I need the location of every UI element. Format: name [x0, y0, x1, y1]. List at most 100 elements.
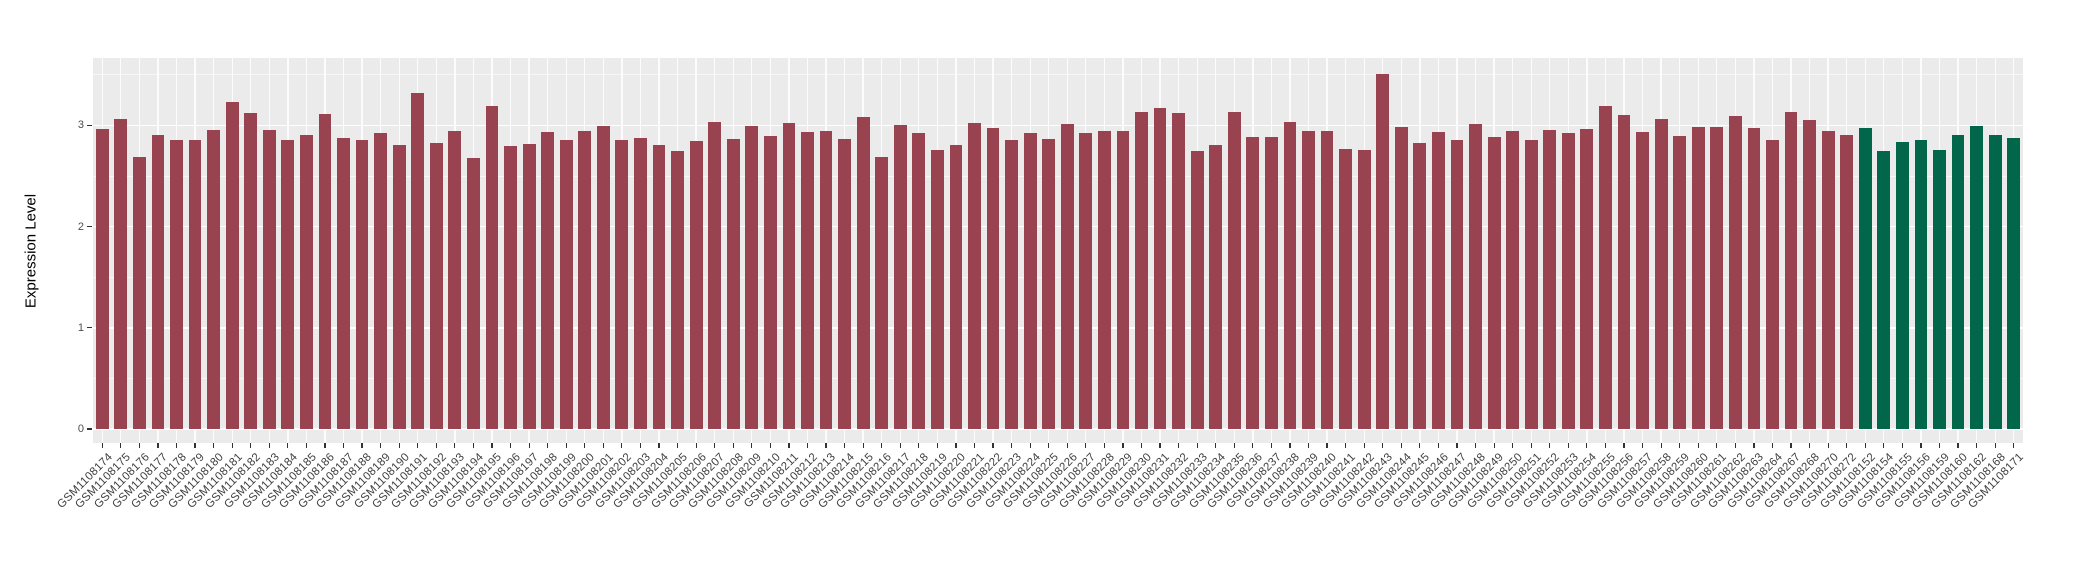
x-tick	[398, 443, 400, 448]
expression-bar	[1543, 130, 1557, 429]
x-tick	[1493, 443, 1495, 448]
expression-bar	[1357, 149, 1371, 429]
x-tick	[1549, 443, 1551, 448]
expression-bar	[1988, 134, 2002, 429]
expression-bar	[95, 129, 109, 429]
x-tick	[639, 443, 642, 448]
x-tick	[1994, 443, 1996, 448]
x-tick	[417, 443, 419, 448]
x-tick	[973, 443, 976, 448]
expression-bar	[1302, 131, 1315, 429]
expression-bar	[726, 138, 740, 429]
expression-bar	[1376, 73, 1390, 429]
x-tick	[1808, 443, 1811, 448]
y-tick	[87, 124, 92, 126]
x-tick	[1567, 443, 1569, 448]
y-tick-label: 1	[77, 321, 84, 334]
major-gridline	[93, 327, 2023, 329]
x-tick	[342, 443, 345, 448]
x-tick	[1604, 443, 1607, 448]
expression-bar	[671, 150, 684, 429]
x-tick	[509, 443, 512, 448]
x-tick	[1734, 443, 1736, 448]
x-tick	[1456, 443, 1458, 448]
expression-bar	[1877, 150, 1891, 429]
x-tick	[1307, 443, 1310, 448]
expression-bar	[1970, 126, 1983, 429]
expression-bar	[912, 133, 926, 429]
x-tick	[1957, 443, 1959, 448]
x-tick	[658, 443, 660, 448]
x-tick	[1400, 443, 1402, 448]
x-tick	[1660, 443, 1662, 448]
x-tick	[1196, 443, 1198, 448]
x-tick	[1270, 443, 1272, 448]
expression-bar	[1821, 131, 1835, 429]
y-tick-label: 2	[77, 220, 84, 233]
x-tick	[101, 443, 103, 448]
x-tick	[361, 443, 363, 448]
major-gridline	[93, 124, 2023, 127]
x-tick	[1976, 443, 1978, 448]
expression-bar	[188, 139, 202, 429]
expression-bar	[1023, 133, 1037, 429]
x-tick	[547, 443, 549, 448]
x-tick	[1326, 443, 1328, 448]
x-tick	[324, 443, 326, 448]
y-tick	[87, 327, 92, 329]
x-tick	[1029, 443, 1031, 448]
x-tick	[1345, 443, 1347, 448]
x-tick	[676, 443, 679, 448]
expression-bar	[485, 106, 499, 429]
x-tick	[157, 443, 159, 448]
minor-gridline	[93, 74, 2023, 76]
x-tick	[1122, 443, 1124, 448]
x-tick	[918, 443, 920, 448]
x-tick	[1679, 443, 1681, 448]
plot-panel	[93, 58, 2023, 443]
expression-bar	[1766, 139, 1779, 429]
expression-bar	[615, 139, 629, 429]
expression-bar	[355, 139, 369, 429]
expression-bar	[1265, 136, 1278, 429]
y-axis-title: Expression Level	[22, 193, 40, 309]
expression-bar	[1728, 116, 1742, 429]
x-tick	[1159, 443, 1161, 448]
x-tick	[1846, 443, 1848, 448]
expression-bar	[801, 132, 814, 429]
expression-bar	[1320, 131, 1334, 429]
expression-bar	[1432, 132, 1445, 429]
expression-bar	[893, 125, 907, 429]
x-tick	[194, 443, 196, 448]
expression-bar	[448, 131, 462, 429]
expression-bar	[244, 113, 258, 429]
expression-bar	[1060, 124, 1074, 429]
expression-bar	[504, 145, 517, 429]
expression-bar	[1561, 133, 1575, 429]
x-tick	[305, 443, 307, 448]
expression-bar	[1580, 129, 1594, 429]
expression-bar	[374, 133, 388, 429]
expression-bar	[1172, 113, 1186, 429]
expression-bar	[949, 144, 963, 429]
x-tick	[1938, 443, 1941, 448]
expression-bar	[1710, 127, 1724, 429]
minor-gridline	[93, 276, 2023, 278]
x-tick	[120, 443, 122, 448]
x-tick	[621, 443, 623, 448]
expression-bar	[1784, 112, 1798, 429]
x-tick	[380, 443, 382, 448]
expression-bar	[745, 126, 759, 429]
expression-bar	[1933, 149, 1946, 429]
expression-bar	[1654, 119, 1668, 429]
expression-bar	[114, 119, 128, 429]
x-tick	[1920, 443, 1922, 448]
x-tick	[1697, 443, 1699, 448]
expression-bar	[207, 130, 221, 429]
expression-bar	[1914, 139, 1928, 429]
x-tick	[138, 443, 140, 448]
expression-bar	[170, 139, 183, 429]
x-tick	[825, 443, 827, 448]
x-tick	[769, 443, 771, 448]
